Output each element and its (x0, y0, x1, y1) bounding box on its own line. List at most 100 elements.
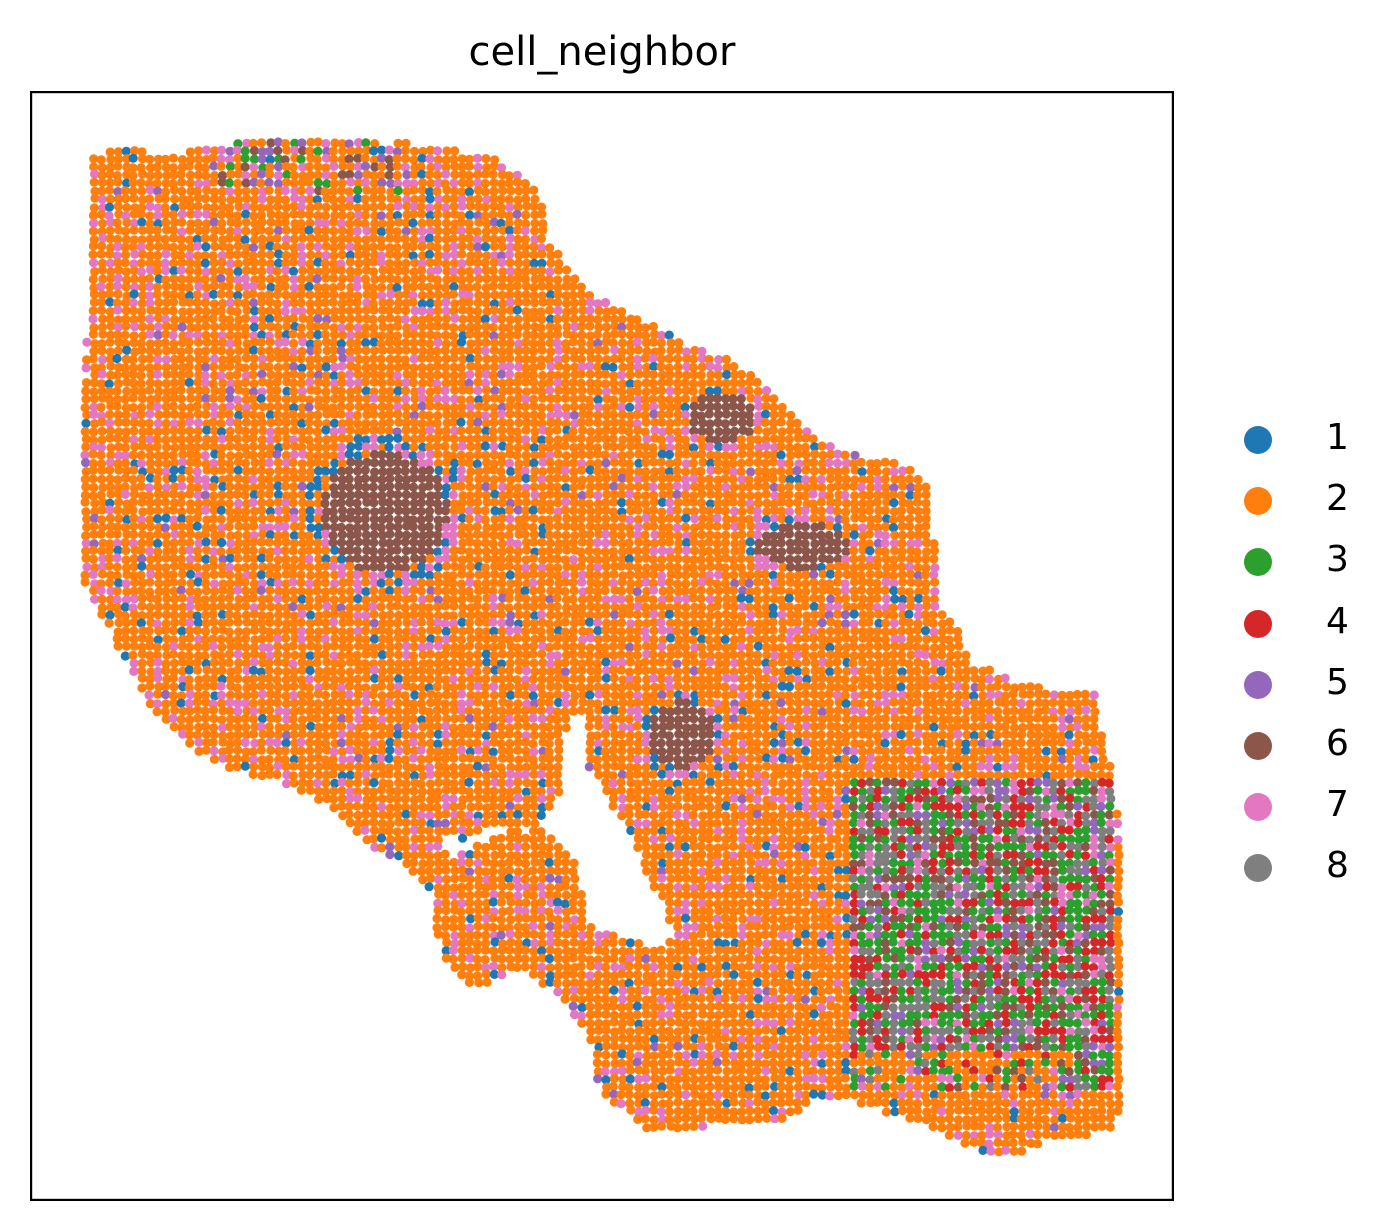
scatter-point (393, 354, 403, 364)
scatter-point (217, 171, 228, 181)
scatter-point (442, 266, 452, 276)
scatter-point (289, 234, 299, 244)
scatter-point (905, 569, 916, 579)
scatter-point (320, 298, 330, 308)
scatter-point (481, 283, 491, 293)
scatter-point (641, 378, 651, 388)
scatter-point (480, 314, 490, 324)
scatter-point (208, 417, 218, 427)
scatter-point (89, 258, 99, 268)
scatter-point (680, 522, 691, 532)
scatter-point (216, 145, 227, 155)
scatter-point (233, 226, 243, 236)
scatter-point (520, 529, 530, 539)
scatter-point (193, 170, 203, 180)
scatter-point (786, 450, 796, 460)
scatter-point (529, 537, 539, 547)
scatter-point (194, 226, 204, 236)
scatter-point (402, 282, 412, 292)
scatter-point (170, 282, 180, 292)
scatter-point (264, 489, 274, 499)
scatter-point (369, 498, 379, 508)
scatter-point (329, 290, 339, 300)
scatter-point (769, 394, 779, 404)
scatter-point (514, 186, 524, 196)
scatter-point (586, 353, 596, 363)
scatter-point (184, 337, 194, 347)
scatter-point (584, 417, 594, 427)
scatter-point (361, 386, 371, 396)
scatter-point (465, 201, 476, 211)
scatter-point (216, 289, 226, 299)
scatter-point (442, 243, 452, 253)
scatter-point (121, 354, 131, 364)
scatter-point (601, 403, 612, 413)
scatter-point (673, 362, 683, 372)
scatter-point (322, 601, 332, 611)
scatter-point (105, 347, 115, 357)
scatter-point (241, 178, 251, 188)
scatter-point (464, 514, 474, 524)
scatter-point (153, 306, 163, 316)
scatter-point (577, 385, 587, 396)
scatter-point (138, 290, 148, 300)
scatter-point (345, 250, 355, 260)
scatter-point (161, 435, 171, 445)
scatter-point (497, 235, 507, 245)
scatter-point (337, 459, 347, 469)
scatter-point (257, 377, 267, 387)
scatter-point (296, 371, 307, 381)
scatter-point (224, 178, 234, 188)
scatter-point (304, 402, 314, 412)
scatter-point (489, 201, 499, 211)
scatter-point (800, 442, 811, 453)
scatter-point (545, 330, 555, 340)
scatter-point (224, 281, 234, 291)
scatter-point (881, 618, 891, 628)
scatter-point (720, 538, 731, 548)
scatter-point (392, 338, 402, 348)
scatter-point (137, 402, 147, 413)
scatter-point (753, 435, 763, 445)
scatter-point (816, 506, 827, 516)
scatter-point (593, 315, 603, 325)
scatter-point (656, 330, 667, 341)
scatter-point (128, 355, 138, 365)
scatter-point (106, 450, 116, 460)
scatter-point (136, 306, 147, 316)
scatter-point (473, 185, 483, 195)
scatter-point (504, 218, 514, 228)
scatter-point (752, 586, 762, 596)
scatter-point (138, 249, 148, 259)
scatter-point (504, 250, 514, 260)
scatter-point (162, 242, 172, 252)
scatter-point (138, 169, 148, 179)
scatter-point (474, 290, 484, 300)
scatter-point (449, 353, 459, 363)
scatter-point (297, 626, 307, 636)
scatter-point (98, 329, 108, 339)
scatter-point (408, 451, 418, 461)
scatter-point (538, 297, 548, 307)
scatter-point (449, 154, 459, 165)
scatter-point (721, 442, 731, 453)
scatter-point (185, 274, 195, 284)
scatter-point (128, 306, 139, 316)
scatter-point (440, 441, 450, 451)
scatter-point (577, 297, 588, 308)
scatter-point (736, 435, 747, 445)
scatter-point (489, 257, 499, 268)
scatter-point (145, 258, 155, 268)
scatter-point (640, 491, 651, 501)
scatter-point (832, 587, 842, 597)
scatter-point (161, 394, 171, 404)
scatter-point (256, 337, 266, 347)
scatter-point (673, 618, 683, 628)
scatter-point (408, 218, 418, 228)
scatter-point (338, 594, 348, 605)
scatter-point (113, 475, 123, 485)
scatter-point (513, 297, 523, 307)
scatter-point (410, 258, 420, 268)
scatter-point (530, 210, 540, 220)
scatter-point (720, 419, 730, 429)
